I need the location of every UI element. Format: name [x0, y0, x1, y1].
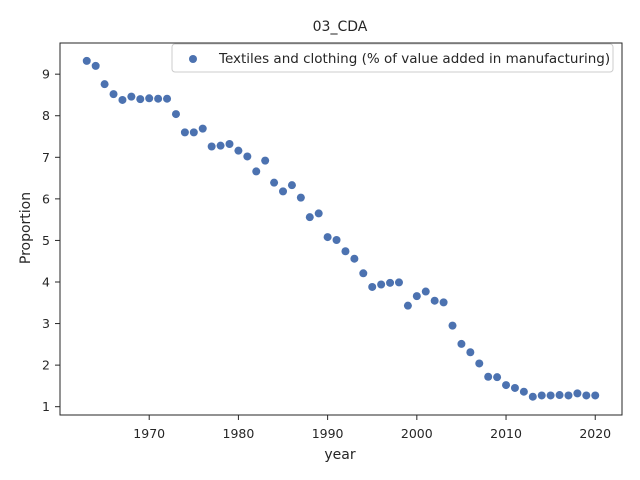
y-tick-label: 8 [42, 108, 50, 123]
data-point [91, 61, 100, 70]
data-point [118, 95, 127, 104]
data-point [466, 348, 475, 357]
data-point [377, 280, 386, 289]
data-point [448, 321, 457, 330]
x-axis-title: year [324, 447, 355, 463]
data-point [189, 128, 198, 137]
data-point [350, 254, 359, 263]
data-point [493, 373, 502, 382]
data-point [82, 56, 91, 65]
data-point [564, 391, 573, 400]
data-point [243, 152, 252, 161]
data-points [82, 56, 600, 401]
data-point [502, 381, 511, 390]
x-axis: 1970 1980 1990 2000 2010 2020 [133, 415, 611, 441]
y-tick-label: 4 [42, 274, 50, 289]
data-point [109, 90, 118, 99]
plot-frame [59, 42, 623, 416]
y-tick-label: 1 [42, 399, 50, 414]
legend-label: Textiles and clothing (% of value added … [218, 51, 610, 67]
y-axis: 1 2 3 4 5 6 7 8 9 [42, 67, 60, 414]
data-point [394, 278, 403, 287]
y-tick-label: 6 [42, 191, 50, 206]
data-point [555, 391, 564, 400]
data-point [421, 287, 430, 296]
x-tick-label: 2020 [579, 426, 611, 441]
data-point [368, 282, 377, 291]
data-point [546, 391, 555, 400]
data-point [475, 359, 484, 368]
data-point [519, 387, 528, 396]
data-point [270, 178, 279, 187]
legend-marker [189, 55, 197, 63]
data-point [528, 392, 537, 401]
data-point [332, 236, 341, 245]
data-point [127, 92, 136, 101]
data-point [323, 233, 332, 242]
data-point [305, 213, 314, 222]
y-axis-title: Proportion [18, 192, 34, 264]
data-point [296, 193, 305, 202]
data-point [510, 383, 519, 392]
data-point [359, 269, 368, 278]
y-tick-label: 9 [42, 67, 50, 82]
legend-box [171, 43, 614, 73]
data-point [180, 128, 189, 137]
data-point [207, 142, 216, 151]
data-point [457, 339, 466, 348]
y-tick-label: 5 [42, 233, 50, 248]
data-point [439, 298, 448, 307]
plot-area [59, 42, 623, 416]
data-point [261, 156, 270, 165]
data-point [252, 167, 261, 176]
x-tick-label: 1990 [312, 426, 344, 441]
x-tick-label: 2000 [401, 426, 433, 441]
data-point [163, 94, 172, 103]
data-point [225, 140, 234, 149]
data-point [198, 124, 207, 133]
data-point [279, 187, 288, 196]
data-point [582, 391, 591, 400]
x-tick-label: 2010 [490, 426, 522, 441]
data-point [341, 247, 350, 256]
data-point [591, 391, 600, 400]
y-tick-label: 3 [42, 316, 50, 331]
data-point [100, 80, 109, 89]
data-point [154, 94, 163, 103]
data-point [314, 209, 323, 218]
legend: Textiles and clothing (% of value added … [171, 43, 614, 73]
data-point [386, 278, 395, 287]
x-tick-label: 1980 [223, 426, 255, 441]
data-point [136, 95, 145, 104]
data-point [412, 292, 421, 301]
data-point [287, 181, 296, 190]
data-point [171, 110, 180, 119]
data-point [403, 301, 412, 310]
data-point [573, 389, 582, 398]
chart-title: 03_CDA [313, 19, 368, 35]
data-point [537, 391, 546, 400]
data-point [484, 372, 493, 381]
data-point [430, 296, 439, 305]
y-tick-label: 2 [42, 358, 50, 373]
x-tick-label: 1970 [133, 426, 165, 441]
data-point [216, 141, 225, 150]
y-tick-label: 7 [42, 150, 50, 165]
data-point [145, 94, 154, 103]
data-point [234, 146, 243, 155]
